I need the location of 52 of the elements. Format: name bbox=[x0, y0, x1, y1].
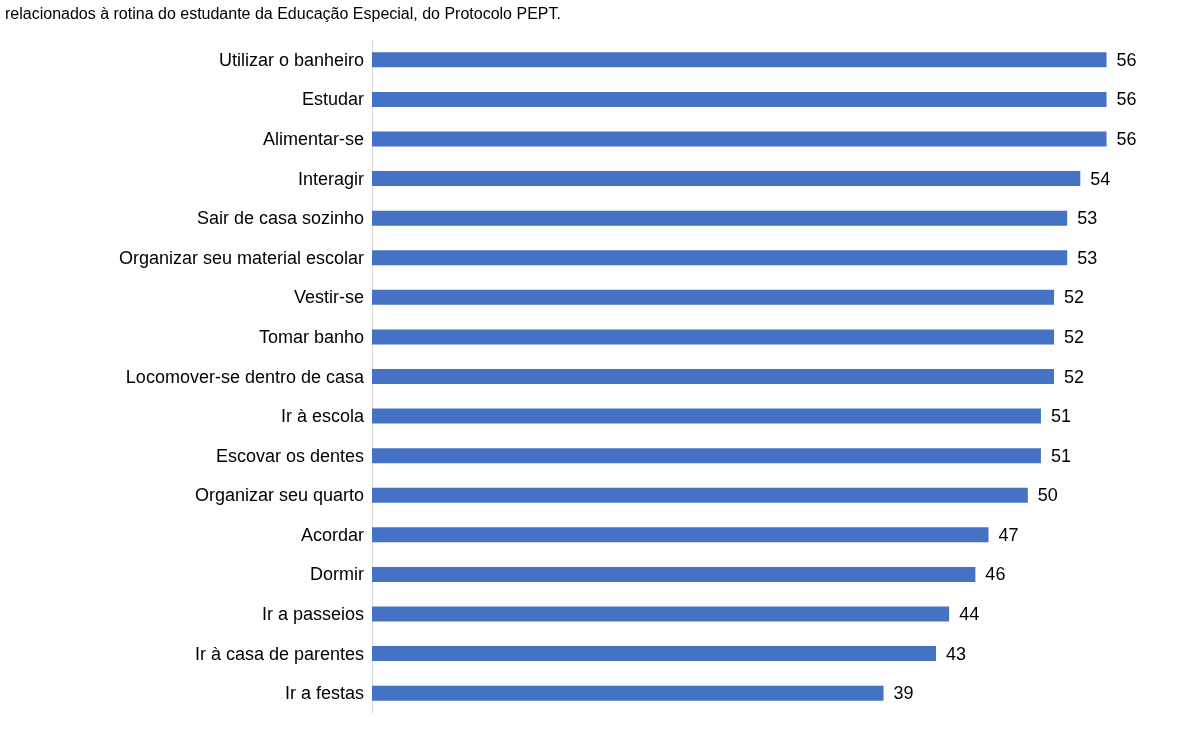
y-tick-label: Alimentar-se bbox=[262, 128, 364, 149]
y-tick-label: Interagir bbox=[297, 168, 364, 189]
data-label: 56 bbox=[1116, 128, 1137, 149]
y-tick-label: Ir a passeios bbox=[261, 604, 364, 625]
y-tick-label: Ir à casa de parentes bbox=[194, 643, 364, 664]
y-tick-label: Escovar os dentes bbox=[215, 445, 364, 466]
bar bbox=[372, 91, 1107, 107]
data-label: 53 bbox=[1077, 208, 1098, 229]
y-tick-label: Estudar bbox=[301, 89, 364, 110]
bar bbox=[372, 250, 1068, 266]
data-label: 47 bbox=[998, 524, 1019, 545]
y-tick-label: Acordar bbox=[300, 524, 364, 545]
bar bbox=[372, 171, 1081, 187]
data-label: 50 bbox=[1037, 485, 1058, 506]
bar bbox=[372, 408, 1041, 424]
bar bbox=[372, 210, 1068, 226]
bar bbox=[372, 52, 1107, 68]
data-label: 46 bbox=[985, 564, 1006, 585]
y-tick-label: Vestir-se bbox=[293, 287, 364, 308]
y-tick-label: Ir a festas bbox=[284, 683, 364, 704]
bar bbox=[372, 527, 989, 543]
data-label: 44 bbox=[959, 604, 980, 625]
data-label: 43 bbox=[946, 643, 967, 664]
y-tick-label: Locomover-se dentro de casa bbox=[125, 366, 365, 387]
y-tick-label: Tomar banho bbox=[258, 326, 364, 347]
data-label: 56 bbox=[1116, 89, 1137, 110]
data-label: 51 bbox=[1050, 445, 1071, 466]
y-tick-label: Sair de casa sozinho bbox=[196, 208, 364, 229]
data-label: 56 bbox=[1116, 49, 1137, 70]
y-tick-label: Ir à escola bbox=[280, 406, 365, 427]
bar bbox=[372, 566, 976, 582]
data-label: 52 bbox=[1064, 326, 1085, 347]
y-tick-label: Utilizar o banheiro bbox=[218, 49, 364, 70]
bar bbox=[372, 646, 937, 662]
bar bbox=[372, 289, 1055, 305]
chart-title: relacionados à rotina do estudante da Educação Especial, do Protocolo PEPT. bbox=[5, 4, 561, 22]
y-tick-label: Organizar seu quarto bbox=[194, 485, 364, 506]
bar bbox=[372, 606, 950, 622]
bar bbox=[372, 329, 1055, 345]
data-label: 39 bbox=[893, 683, 914, 704]
bar bbox=[372, 685, 884, 701]
bar bbox=[372, 448, 1041, 464]
data-label: 51 bbox=[1050, 406, 1071, 427]
data-label: 52 bbox=[1064, 366, 1085, 387]
bar bbox=[372, 131, 1107, 147]
data-label: 54 bbox=[1090, 168, 1111, 189]
bar bbox=[372, 369, 1055, 384]
data-label: 53 bbox=[1077, 247, 1098, 268]
data-label: 52 bbox=[1064, 287, 1085, 308]
y-tick-label: Dormir bbox=[310, 564, 364, 585]
y-tick-label: Organizar seu material escolar bbox=[118, 247, 364, 268]
bar bbox=[372, 487, 1028, 503]
